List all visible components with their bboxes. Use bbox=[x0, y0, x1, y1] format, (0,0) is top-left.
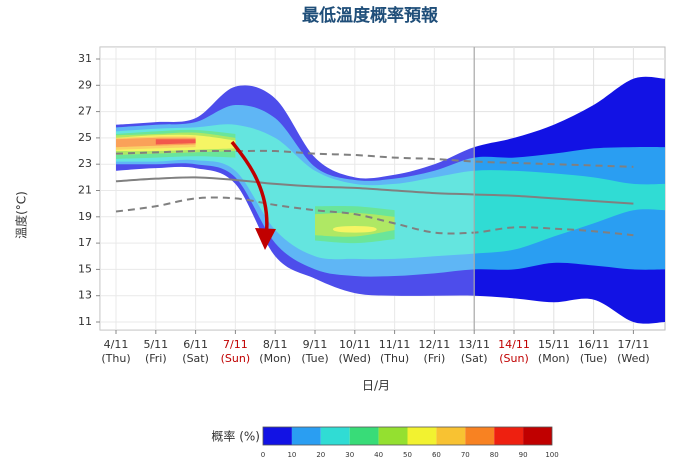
x-tick-label: 8/11 bbox=[263, 338, 288, 351]
x-tick-weekday: (Thu) bbox=[380, 352, 409, 365]
y-tick-label: 13 bbox=[78, 289, 92, 302]
x-tick-label: 7/11 bbox=[223, 338, 248, 351]
line bbox=[115, 176, 634, 205]
y-axis-label: 溫度(°C) bbox=[14, 191, 29, 239]
colorbar-swatch bbox=[378, 427, 408, 445]
x-tick-weekday: (Sun) bbox=[221, 352, 251, 365]
colorbar-swatch bbox=[494, 427, 524, 445]
x-tick-weekday: (Tue) bbox=[301, 352, 328, 365]
line bbox=[115, 196, 634, 237]
arrow-line bbox=[230, 140, 269, 239]
colorbar-swatch bbox=[320, 427, 350, 445]
x-tick-weekday: (Tue) bbox=[580, 352, 607, 365]
probability-band bbox=[332, 226, 377, 233]
x-tick-weekday: (Sun) bbox=[499, 352, 529, 365]
y-tick-label: 15 bbox=[78, 262, 92, 275]
colorbar-tick-label: 70 bbox=[461, 451, 470, 459]
x-tick-weekday: (Mon) bbox=[259, 352, 291, 365]
y-tick-label: 25 bbox=[78, 131, 92, 144]
x-tick-label: 14/11 bbox=[498, 338, 530, 351]
x-tick-label: 4/11 bbox=[104, 338, 129, 351]
colorbar-tick-label: 50 bbox=[403, 451, 412, 459]
probability-band bbox=[155, 139, 196, 145]
x-tick-label: 10/11 bbox=[339, 338, 371, 351]
colorbar-swatch bbox=[407, 427, 437, 445]
colorbar-swatch bbox=[263, 427, 292, 445]
probability-band bbox=[116, 124, 665, 260]
chart-title: 最低溫度概率預報 bbox=[302, 5, 439, 26]
x-tick-weekday: (Wed) bbox=[339, 352, 372, 365]
x-tick-label: 17/11 bbox=[618, 338, 650, 351]
y-tick-label: 21 bbox=[78, 184, 92, 197]
x-tick-weekday: (Fri) bbox=[424, 352, 446, 365]
x-tick-label: 6/11 bbox=[183, 338, 208, 351]
colorbar-swatch bbox=[349, 427, 379, 445]
x-tick-label: 5/11 bbox=[143, 338, 168, 351]
fade-overlay bbox=[100, 47, 475, 330]
y-tick-label: 27 bbox=[78, 105, 92, 118]
colorbar-swatch bbox=[291, 427, 321, 445]
colorbar-tick-label: 0 bbox=[261, 451, 265, 459]
colorbar-tick-label: 60 bbox=[432, 451, 441, 459]
x-tick-weekday: (Wed) bbox=[617, 352, 650, 365]
line bbox=[115, 149, 634, 168]
x-tick-label: 11/11 bbox=[379, 338, 411, 351]
colorbar-tick-label: 10 bbox=[287, 451, 296, 459]
y-tick-label: 19 bbox=[78, 210, 92, 223]
y-tick-label: 31 bbox=[78, 52, 92, 65]
colorbar-tick-label: 80 bbox=[490, 451, 499, 459]
colorbar-swatch bbox=[465, 427, 495, 445]
colorbar-tick-label: 40 bbox=[374, 451, 383, 459]
colorbar-tick-label: 30 bbox=[345, 451, 354, 459]
x-tick-weekday: (Mon) bbox=[538, 352, 570, 365]
arrow-annotation bbox=[230, 140, 276, 250]
x-tick-weekday: (Fri) bbox=[145, 352, 167, 365]
arrow-head bbox=[255, 228, 276, 250]
y-tick-label: 11 bbox=[78, 315, 92, 328]
colorbar-frame bbox=[262, 426, 553, 446]
colorbar-tick-label: 100 bbox=[545, 451, 558, 459]
x-tick-weekday: (Thu) bbox=[101, 352, 130, 365]
colorbar-swatch bbox=[523, 427, 552, 445]
x-tick-weekday: (Sat) bbox=[182, 352, 209, 365]
x-tick-label: 9/11 bbox=[303, 338, 328, 351]
x-tick-weekday: (Sat) bbox=[461, 352, 488, 365]
y-tick-label: 29 bbox=[78, 78, 92, 91]
colorbar-swatch bbox=[436, 427, 466, 445]
colorbar-tick-label: 90 bbox=[519, 451, 528, 459]
colorbar-tick-label: 20 bbox=[316, 451, 325, 459]
x-tick-label: 16/11 bbox=[578, 338, 610, 351]
colorbar-label: 概率 (%) bbox=[211, 429, 260, 444]
x-tick-label: 13/11 bbox=[458, 338, 490, 351]
plot-area bbox=[96, 46, 666, 334]
y-tick-label: 23 bbox=[78, 157, 92, 170]
bands bbox=[100, 47, 665, 330]
x-tick-label: 12/11 bbox=[419, 338, 451, 351]
x-axis-label: 日/月 bbox=[362, 379, 390, 393]
y-tick-label: 17 bbox=[78, 236, 92, 249]
x-tick-label: 15/11 bbox=[538, 338, 570, 351]
